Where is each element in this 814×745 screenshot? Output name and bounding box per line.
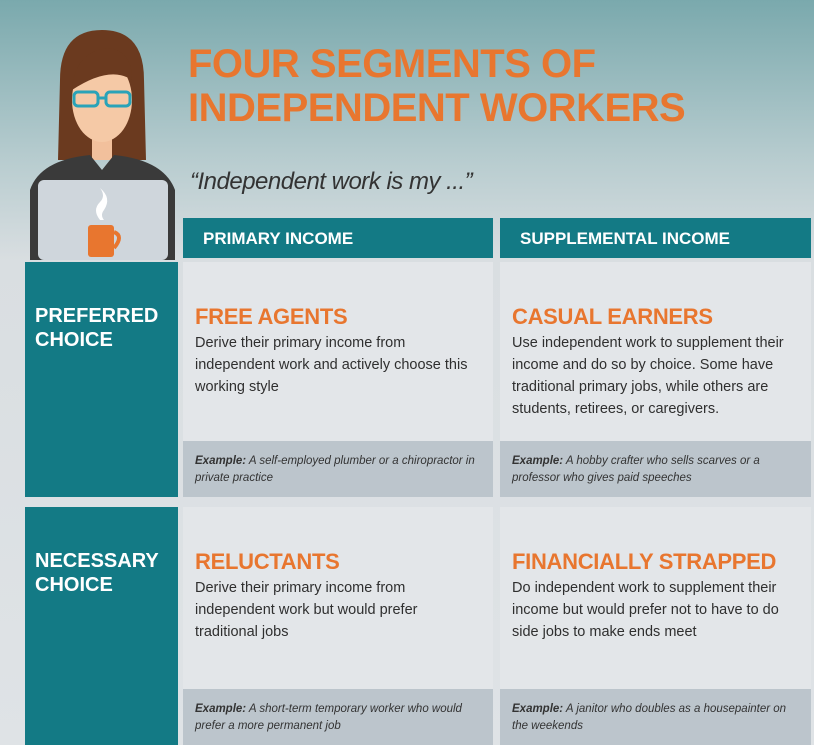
segment-title: FREE AGENTS xyxy=(195,304,348,329)
cell: FINANCIALLY STRAPPED Do independent work … xyxy=(500,507,811,745)
cell-body: FINANCIALLY STRAPPED Do independent work … xyxy=(512,549,801,643)
cell-body: CASUAL EARNERS Use independent work to su… xyxy=(512,304,801,420)
segment-title: RELUCTANTS xyxy=(195,549,340,574)
segment-title: FINANCIALLY STRAPPED xyxy=(512,549,777,574)
column-header: SUPPLEMENTAL INCOME xyxy=(500,218,811,258)
row-header: NECESSARY CHOICE xyxy=(25,507,178,745)
segment-description: Derive their primary income from indepen… xyxy=(195,580,418,640)
cell: RELUCTANTS Derive their primary income fr… xyxy=(183,507,493,745)
example: Example: A short-term temporary worker w… xyxy=(183,689,493,745)
segment-description: Derive their primary income from indepen… xyxy=(195,335,468,395)
title-line: INDEPENDENT WORKERS xyxy=(188,86,686,130)
example-text: A short-term temporary worker who would … xyxy=(195,703,462,732)
segment-title: CASUAL EARNERS xyxy=(512,304,713,329)
cell: FREE AGENTS Derive their primary income f… xyxy=(183,262,493,497)
example: Example: A hobby crafter who sells scarv… xyxy=(500,441,811,497)
example-text: A janitor who doubles as a housepainter … xyxy=(512,703,787,732)
cell: CASUAL EARNERS Use independent work to su… xyxy=(500,262,811,497)
title-line: FOUR SEGMENTS OF xyxy=(188,42,596,86)
example-text: A self-employed plumber or a chiropracto… xyxy=(195,455,475,484)
title: FOUR SEGMENTS OF INDEPENDENT WORKERS xyxy=(188,42,686,130)
cell-body: RELUCTANTS Derive their primary income fr… xyxy=(195,549,483,643)
worker-illustration xyxy=(30,30,175,260)
column-header: PRIMARY INCOME xyxy=(183,218,493,258)
row-header: PREFERRED CHOICE xyxy=(25,262,178,497)
subtitle: “Independent work is my ...” xyxy=(190,168,473,195)
cell-body: FREE AGENTS Derive their primary income f… xyxy=(195,304,483,398)
example: Example: A self-employed plumber or a ch… xyxy=(183,441,493,497)
example-label: Example: xyxy=(512,703,564,715)
example-label: Example: xyxy=(195,703,247,715)
segment-description: Use independent work to supplement their… xyxy=(512,335,784,417)
example-text: A hobby crafter who sells scarves or a p… xyxy=(512,455,760,484)
example: Example: A janitor who doubles as a hous… xyxy=(500,689,811,745)
segment-description: Do independent work to supplement their … xyxy=(512,580,779,640)
example-label: Example: xyxy=(195,455,247,467)
example-label: Example: xyxy=(512,455,564,467)
